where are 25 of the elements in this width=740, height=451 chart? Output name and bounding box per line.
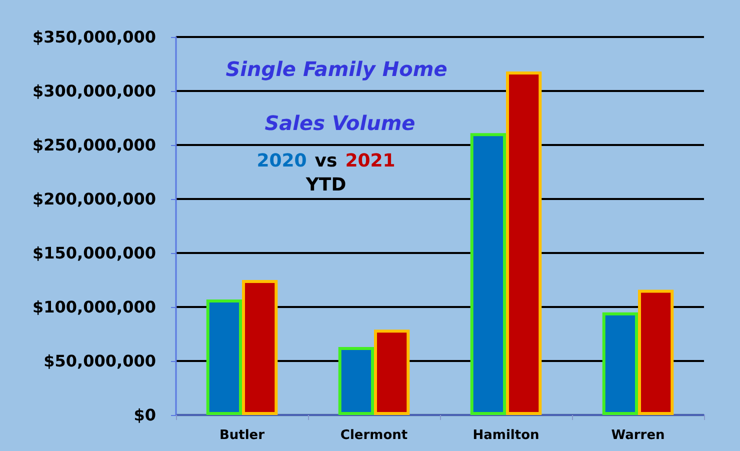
y-tick-label: $250,000,000	[32, 136, 156, 154]
bar	[638, 290, 674, 415]
bar	[338, 346, 374, 415]
annotation: vs	[314, 150, 338, 172]
x-tick-label: Hamilton	[472, 428, 540, 443]
x-tick-label: Butler	[219, 428, 266, 443]
bar	[506, 72, 542, 415]
x-tick-label: Clermont	[340, 428, 408, 443]
bar	[242, 280, 278, 415]
text: 2021	[345, 150, 396, 172]
chart-title: Single Family Home Sales Volume	[226, 57, 448, 135]
x-tick-label: Warren	[611, 428, 665, 443]
y-tick-label: $300,000,000	[32, 82, 156, 100]
bar	[470, 133, 506, 415]
y-tick-label: $200,000,000	[32, 190, 156, 208]
y-tick-label: $50,000,000	[44, 352, 156, 370]
y-tick-label: $350,000,000	[32, 28, 156, 46]
annotation: YTD	[304, 174, 346, 196]
bar	[374, 330, 410, 415]
bar	[602, 312, 638, 415]
bar	[206, 299, 242, 415]
y-tick-label: $150,000,000	[32, 244, 156, 262]
y-tick-label: $0	[134, 406, 156, 424]
text: 2020	[256, 150, 307, 172]
y-tick-label: $100,000,000	[32, 298, 156, 316]
